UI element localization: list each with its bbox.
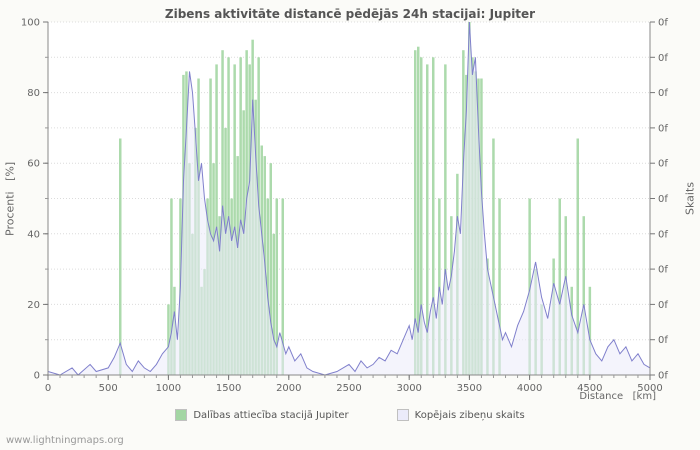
svg-text:2500: 2500	[336, 383, 361, 394]
legend-swatch-count	[396, 409, 409, 421]
legend-label-ratio: Dalības attiecība stacijā Jupiter	[193, 409, 349, 421]
svg-text:0f: 0f	[658, 159, 668, 170]
svg-text:20: 20	[27, 300, 40, 311]
svg-text:4500: 4500	[577, 383, 602, 394]
svg-text:0f: 0f	[658, 53, 668, 64]
svg-text:0f: 0f	[658, 194, 668, 205]
legend: Dalības attiecība stacijā Jupiter Kopēja…	[0, 409, 700, 421]
chart-canvas: 0 500 1000 1500 2000 2500 3000 3500 4000 4500 5000…	[21, 18, 668, 395]
legend-swatch-ratio	[175, 409, 188, 421]
watermark-url: www.lightningmaps.org	[6, 435, 124, 446]
svg-text:0f: 0f	[658, 123, 668, 134]
x-axis-label: Distance [km]	[579, 391, 656, 402]
svg-text:0f: 0f	[658, 229, 668, 240]
chart-title: Zibens aktivitāte distancē pēdējās 24h s…	[164, 7, 536, 21]
svg-text:0f: 0f	[658, 18, 668, 29]
svg-text:0f: 0f	[658, 335, 668, 346]
legend-label-count: Kopējais zibeņu skaits	[414, 409, 525, 421]
svg-text:60: 60	[27, 159, 40, 170]
svg-text:100: 100	[21, 18, 40, 29]
svg-text:0f: 0f	[658, 371, 668, 382]
svg-text:500: 500	[99, 383, 118, 394]
svg-text:80: 80	[27, 88, 40, 99]
svg-text:1000: 1000	[156, 383, 181, 394]
svg-text:0f: 0f	[658, 88, 668, 99]
svg-text:1500: 1500	[216, 383, 241, 394]
svg-text:0f: 0f	[658, 300, 668, 311]
svg-text:0: 0	[45, 383, 51, 394]
svg-text:4000: 4000	[517, 383, 542, 394]
legend-item-count: Kopējais zibeņu skaits	[396, 409, 525, 421]
svg-text:3000: 3000	[396, 383, 421, 394]
svg-text:0: 0	[34, 371, 40, 382]
svg-text:3500: 3500	[457, 383, 482, 394]
svg-text:2000: 2000	[276, 383, 301, 394]
legend-item-ratio: Dalības attiecība stacijā Jupiter	[175, 409, 349, 421]
svg-text:40: 40	[27, 229, 40, 240]
svg-text:0f: 0f	[658, 265, 668, 276]
svg-text:5000: 5000	[637, 383, 662, 394]
